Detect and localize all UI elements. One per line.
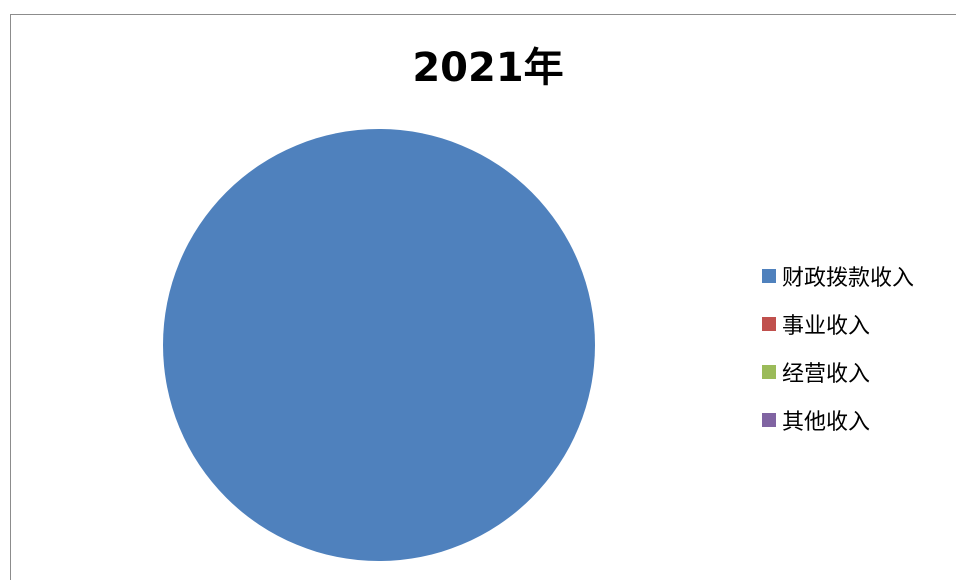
legend-item-operating: 经营收入 <box>762 348 914 396</box>
legend-item-fiscal: 财政拨款收入 <box>762 252 914 300</box>
legend-label: 其他收入 <box>782 410 871 435</box>
legend-swatch <box>762 269 776 283</box>
legend-swatch <box>762 365 776 379</box>
legend-swatch <box>762 413 776 427</box>
legend: 财政拨款收入 事业收入 经营收入 其他收入 <box>762 252 914 444</box>
legend-item-business: 事业收入 <box>762 300 914 348</box>
chart-title: 2021年 <box>412 45 564 91</box>
legend-label: 事业收入 <box>782 314 871 339</box>
legend-item-other: 其他收入 <box>762 396 914 444</box>
pie-slice-fiscal <box>163 129 595 561</box>
legend-swatch <box>762 317 776 331</box>
legend-label: 财政拨款收入 <box>782 266 915 291</box>
pie-slices <box>163 129 595 561</box>
legend-label: 经营收入 <box>782 362 871 387</box>
